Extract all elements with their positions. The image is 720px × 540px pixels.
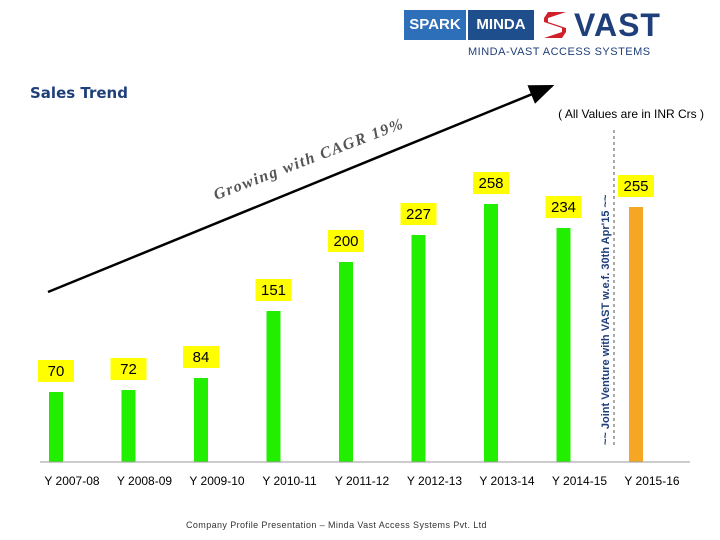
x-tick-label: Y 2014-15 xyxy=(552,474,607,488)
data-label-background xyxy=(618,175,654,197)
data-label: 200 xyxy=(333,233,358,250)
data-label: 151 xyxy=(261,282,286,299)
section-title: Sales Trend xyxy=(30,84,128,102)
minda-logo: MINDA xyxy=(468,10,534,40)
bar-y-2007-08 xyxy=(49,392,63,462)
x-tick-label: Y 2008-09 xyxy=(117,474,172,488)
x-tick-label: Y 2010-11 xyxy=(262,474,317,488)
unit-note: ( All Values are in INR Crs ) xyxy=(558,107,704,121)
data-label: 234 xyxy=(551,199,576,216)
data-label-background xyxy=(328,230,364,252)
x-tick-label: Y 2013-14 xyxy=(479,474,534,488)
x-tick-label: Y 2012-13 xyxy=(407,474,462,488)
bar-y-2009-10 xyxy=(194,378,208,462)
vast-logo: VAST xyxy=(574,7,661,43)
bar-y-2011-12 xyxy=(339,262,353,462)
spark-logo: SPARK xyxy=(404,10,466,40)
footer-text: Company Profile Presentation – Minda Vas… xyxy=(186,520,487,530)
trend-annotation: Growing with CAGR 19% xyxy=(211,115,406,203)
data-label-background xyxy=(38,360,74,382)
data-label: 84 xyxy=(193,349,210,366)
x-tick-label: Y 2015-16 xyxy=(624,474,679,488)
bar-y-2008-09 xyxy=(121,390,136,462)
data-label-background xyxy=(183,346,219,368)
data-label: 227 xyxy=(406,206,431,223)
data-label: 70 xyxy=(48,363,65,380)
data-label-background xyxy=(400,203,437,225)
x-tick-label: Y 2011-12 xyxy=(335,474,390,488)
bar-y-2013-14 xyxy=(484,204,498,462)
bar-y-2015-16 xyxy=(629,207,643,462)
trend-arrow xyxy=(47,84,555,294)
jv-divider-text: ~~ Joint Venture with VAST w.e.f. 30th A… xyxy=(600,194,612,445)
data-label: 258 xyxy=(478,175,503,192)
x-tick-label: Y 2009-10 xyxy=(189,474,244,488)
data-label-background xyxy=(545,196,582,218)
data-label-background xyxy=(255,279,292,301)
bar-y-2012-13 xyxy=(411,235,426,462)
bar-y-2010-11 xyxy=(266,311,281,462)
x-tick-label: Y 2007-08 xyxy=(44,474,99,488)
data-label-background xyxy=(473,172,509,194)
vast-s-mark-icon xyxy=(544,12,566,38)
data-label: 72 xyxy=(120,361,137,378)
company-logo: SPARK MINDA VAST MINDA-VAST ACCESS SYSTE… xyxy=(398,6,710,62)
data-label-background xyxy=(110,358,147,380)
logo-tagline: MINDA-VAST ACCESS SYSTEMS xyxy=(468,46,651,58)
data-label: 255 xyxy=(623,178,648,195)
bar-y-2014-15 xyxy=(556,228,571,462)
